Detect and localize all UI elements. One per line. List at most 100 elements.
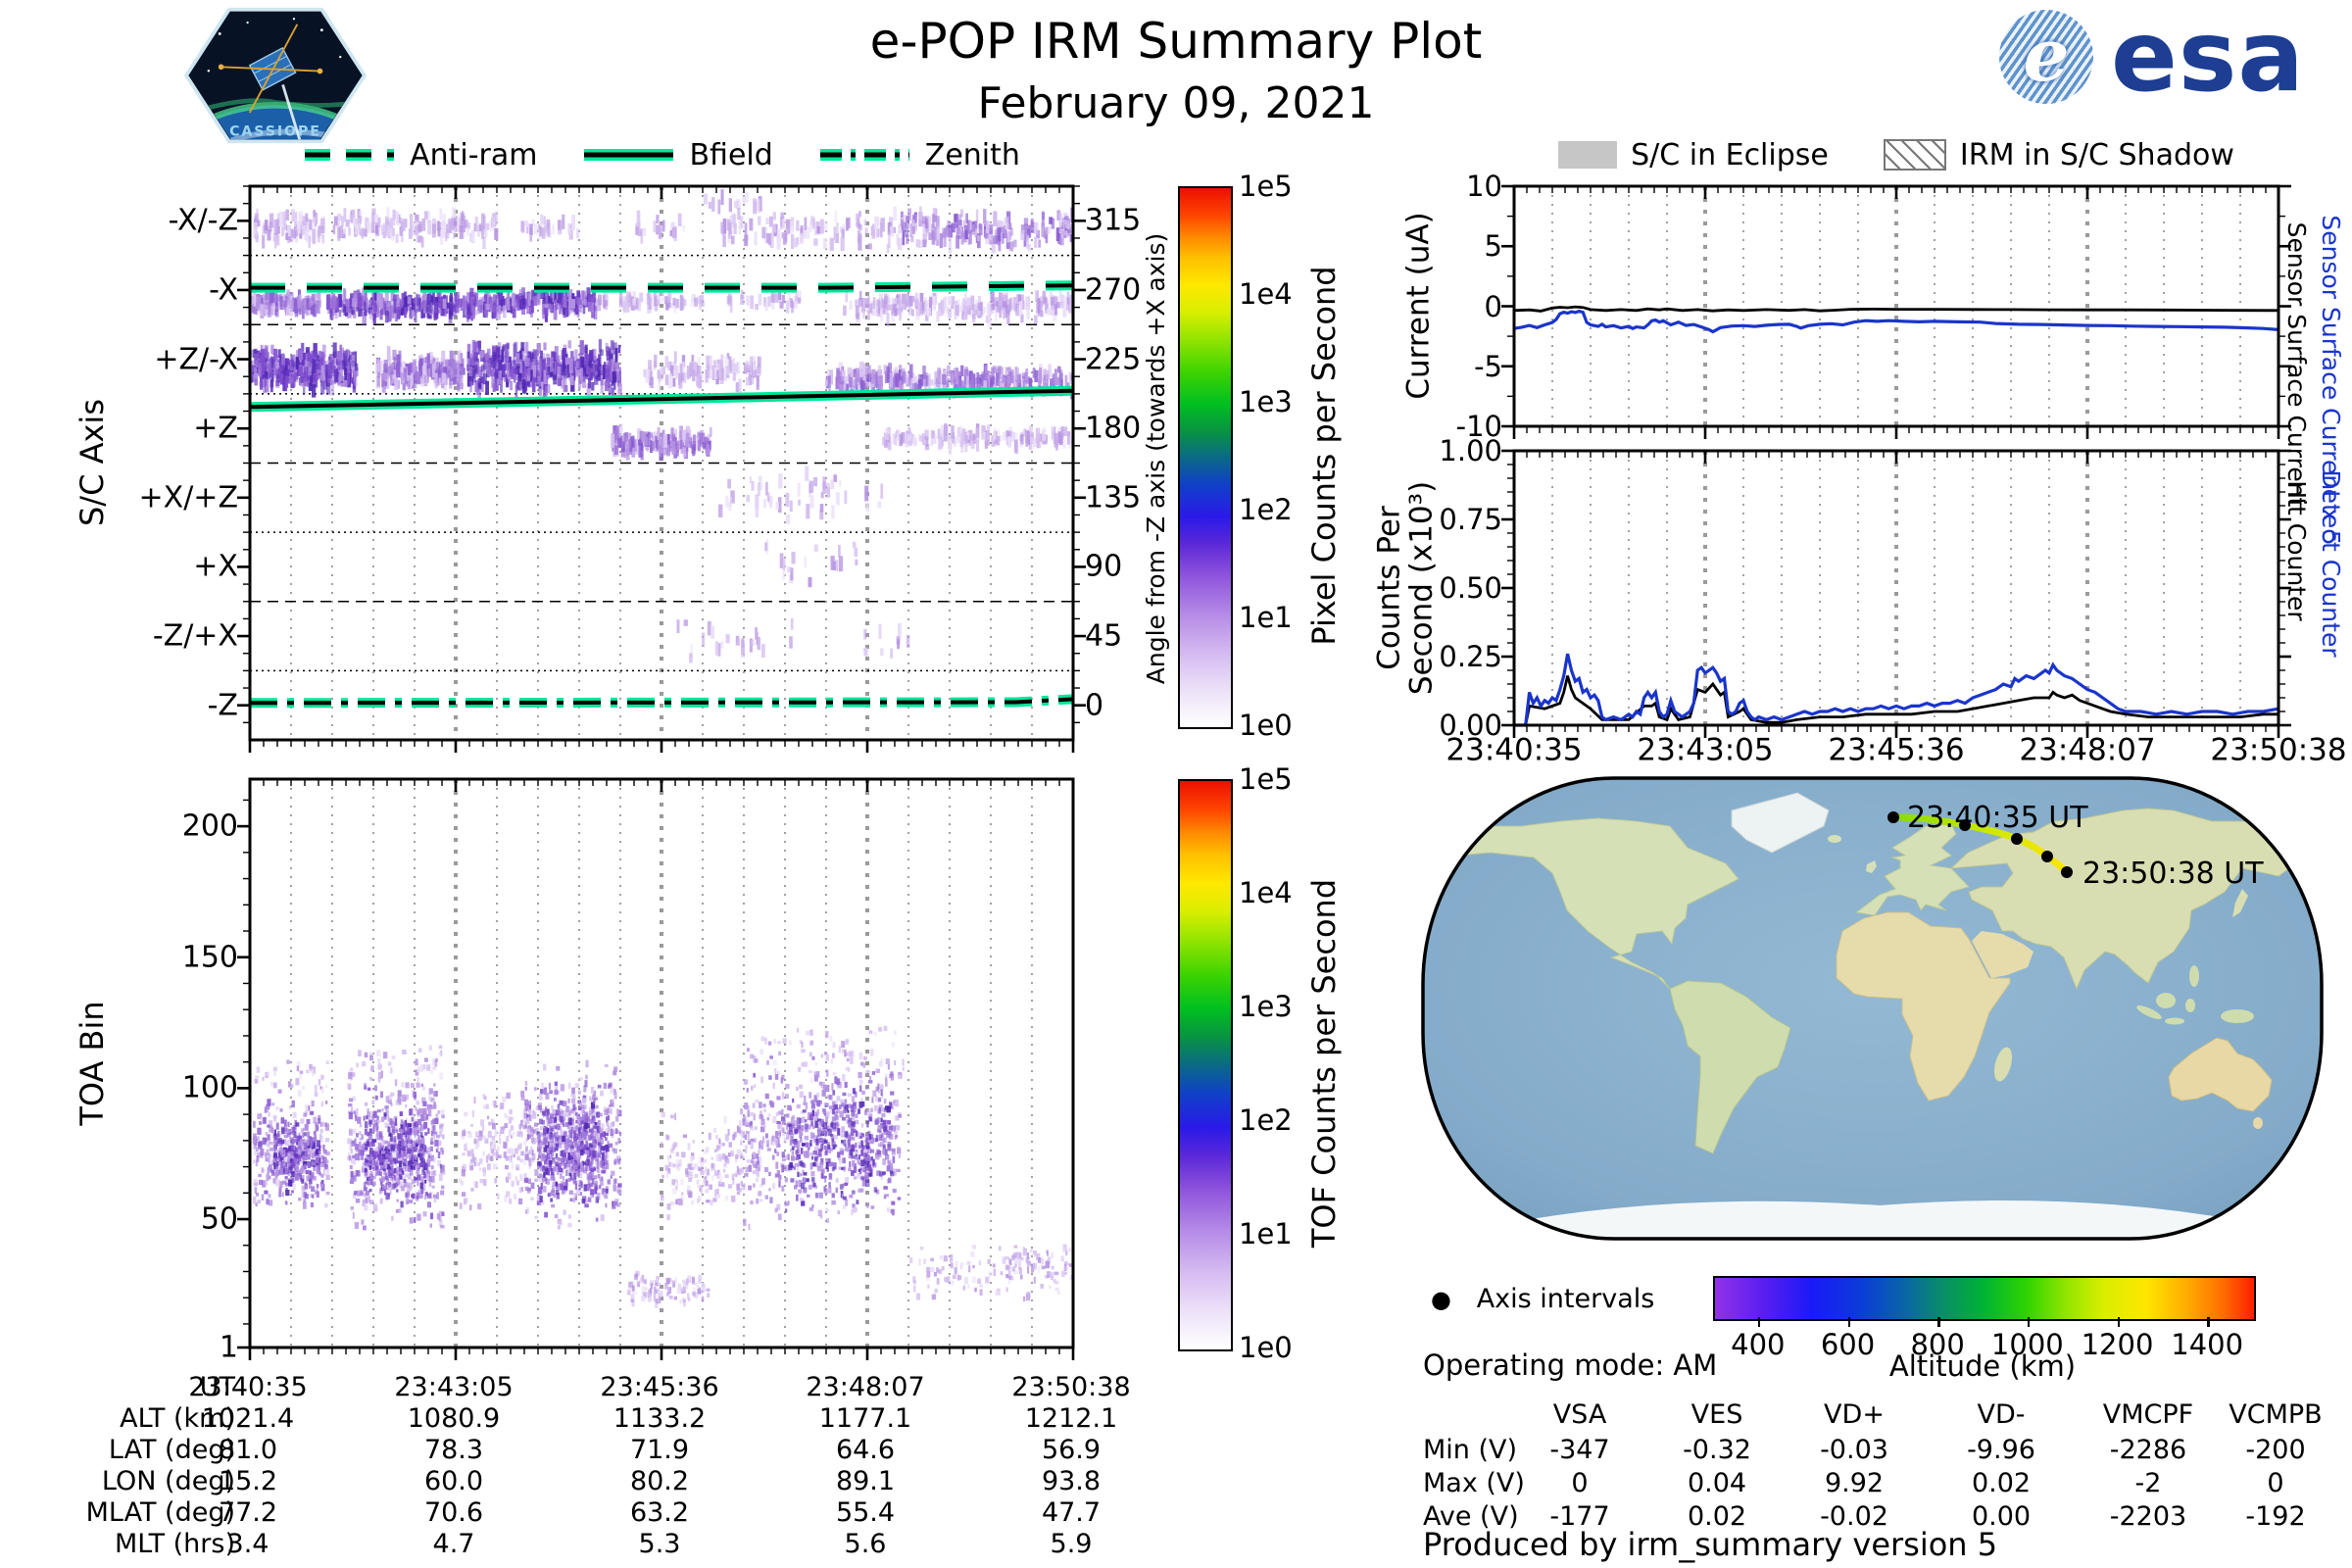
sc-axis-row-label: +Z/-X	[154, 341, 238, 376]
voltage-value: 0.00	[1971, 1500, 2032, 1532]
ephemeris-value: 71.9	[629, 1434, 690, 1465]
voltage-column-header: VD+	[1824, 1398, 1885, 1430]
ephemeris-value: 23:48:07	[806, 1371, 925, 1402]
time-tick-label: 23:45:36	[1828, 732, 1965, 768]
solid-line-icon	[584, 149, 674, 161]
axis-interval-dot	[2011, 833, 2023, 845]
time-tick-label: 23:40:35	[1446, 732, 1583, 768]
counter_rates-chart	[1501, 449, 2291, 738]
attitude-legend-label: Zenith	[924, 137, 1020, 172]
ephemeris-value: 1133.2	[612, 1402, 707, 1434]
ephemeris-value: 5.3	[638, 1528, 681, 1559]
counter-rates-panel	[1501, 449, 2291, 738]
angle-tick-label: 180	[1085, 411, 1142, 446]
altitude-tick-label: 400	[1731, 1327, 1786, 1361]
altitude-tick-label: 1200	[2081, 1327, 2154, 1361]
toa-tick-label: 1	[219, 1330, 238, 1365]
pixel-cb-tick-label: 1e1	[1239, 600, 1293, 634]
voltage-value: 0.02	[1971, 1467, 2032, 1498]
voltage-value: -0.32	[1683, 1434, 1751, 1465]
axis-intervals-legend: ● Axis intervals	[1431, 1284, 1655, 1314]
detect-counter-label: Detect Counter	[2317, 469, 2346, 658]
counter_rates-ytick-label: 0.25	[1439, 639, 1502, 673]
attitude-legend-label: Anti-ram	[410, 137, 538, 172]
toa-tick-label: 200	[181, 808, 238, 844]
ephemeris-value: 78.3	[423, 1434, 484, 1465]
voltage-row-label: Min (V)	[1423, 1434, 1518, 1465]
axis-interval-dot	[2041, 851, 2053, 862]
japan	[2232, 889, 2248, 917]
esa-logo: e esa	[1999, 8, 2305, 106]
dashed-line-icon	[305, 149, 395, 161]
java	[2165, 1017, 2184, 1025]
ephemeris-value: 23:43:05	[394, 1371, 514, 1402]
madagascar	[1993, 1047, 2013, 1082]
ephemeris-row-label: LON (deg)	[101, 1465, 235, 1496]
ephemeris-value: 23:40:35	[188, 1371, 308, 1402]
ephemeris-value: 47.7	[1041, 1496, 1102, 1528]
new-zealand-north	[2319, 1111, 2322, 1127]
counter_rates-ytick-label: 0.50	[1439, 570, 1502, 605]
greenland	[1731, 792, 1830, 854]
cassiope-mission-patch-icon: CASSIOPE	[183, 7, 368, 144]
axis-interval-dot	[1887, 811, 1899, 823]
new-zealand-south	[2311, 1126, 2319, 1140]
tof-cb-tick-label: 1e1	[1239, 1216, 1293, 1250]
toa-bin-ylabel: TOA Bin	[74, 1001, 112, 1126]
sc-axis-row-label: -Z/+X	[152, 618, 238, 654]
altitude-tick	[1847, 1317, 1850, 1327]
ephemeris-value: 81.0	[218, 1434, 278, 1465]
ephemeris-row-label: ALT (km)	[120, 1402, 235, 1434]
ephemeris-value: 1212.1	[1024, 1402, 1118, 1434]
sensor_current-ytick-label: -10	[1455, 409, 1502, 443]
altitude-tick-label: 800	[1910, 1327, 1965, 1361]
toa-bin-spectrogram	[237, 777, 1075, 1360]
counter_rates-ytick-label: 0.00	[1439, 708, 1502, 742]
operating-mode: Operating mode: AM	[1423, 1348, 1718, 1382]
toa-tick-label: 100	[181, 1070, 238, 1105]
pixel-colorbar-title: Pixel Counts per Second	[1305, 266, 1344, 646]
tof-cb-tick-label: 1e4	[1239, 875, 1293, 909]
axis-interval-dots	[1887, 811, 2073, 878]
sensor_current-ytick-label: -5	[1474, 349, 1502, 383]
ground-track-map: 23:40:35 UT 23:50:38 UT	[1421, 776, 2324, 1241]
voltage-row-label: Max (V)	[1423, 1467, 1525, 1498]
voltage-column-header: VCMPB	[2229, 1398, 2323, 1430]
altitude-tick	[2027, 1317, 2031, 1327]
altitude-bar-title: Altitude (km)	[1888, 1348, 2077, 1383]
europe	[1854, 823, 1970, 916]
counts-ylabel: Counts Per Second (x10³)	[1371, 480, 1439, 696]
status-legend-item: IRM in S/C Shadow	[1883, 138, 2234, 172]
shadow-hatch-swatch-icon	[1883, 139, 1946, 171]
sumatra	[2136, 1005, 2162, 1019]
ephemeris-value: 64.6	[835, 1434, 896, 1465]
ephemeris-value: 1177.1	[818, 1402, 912, 1434]
iceland	[1828, 835, 1841, 843]
ephemeris-value: 55.4	[835, 1496, 896, 1528]
voltage-row-label: Ave (V)	[1423, 1500, 1519, 1532]
sc-axis-ylabel: S/C Axis	[74, 399, 112, 526]
philippines	[2189, 965, 2199, 987]
status-legend-label: S/C in Eclipse	[1631, 137, 1829, 172]
ephemeris-row-label: UT	[199, 1371, 235, 1402]
voltage-value: 0	[2267, 1467, 2284, 1498]
sc-axis-row-label: -Z	[207, 687, 238, 722]
angle-tick-label: 225	[1085, 341, 1142, 376]
sc-axis-row-label: +Z	[193, 411, 238, 446]
attitude-legend-item: Zenith	[818, 138, 1020, 172]
track-start-label: 23:40:35 UT	[1907, 801, 2088, 835]
ephemeris-value: 60.0	[423, 1465, 484, 1496]
axis-intervals-label: Axis intervals	[1476, 1284, 1655, 1314]
altitude-tick-label: 1400	[2171, 1327, 2244, 1361]
axis-interval-dot-icon: ●	[1431, 1286, 1451, 1313]
voltage-value: -347	[1549, 1434, 1610, 1465]
tof-cb-tick-label: 1e0	[1239, 1330, 1293, 1364]
tof-counts-colorbar	[1178, 779, 1233, 1351]
time-tick-label: 23:48:07	[2019, 732, 2156, 768]
sensor-surface-current-label: Sensor Surface Current	[2282, 221, 2312, 508]
antarctica	[1458, 1200, 2301, 1239]
voltage-column-header: VES	[1690, 1398, 1743, 1430]
pixel-cb-tick-label: 1e5	[1239, 169, 1293, 203]
sc-axis-row-label: +X/+Z	[138, 480, 238, 515]
tof-colorbar-title: TOF Counts per Second	[1305, 878, 1344, 1249]
